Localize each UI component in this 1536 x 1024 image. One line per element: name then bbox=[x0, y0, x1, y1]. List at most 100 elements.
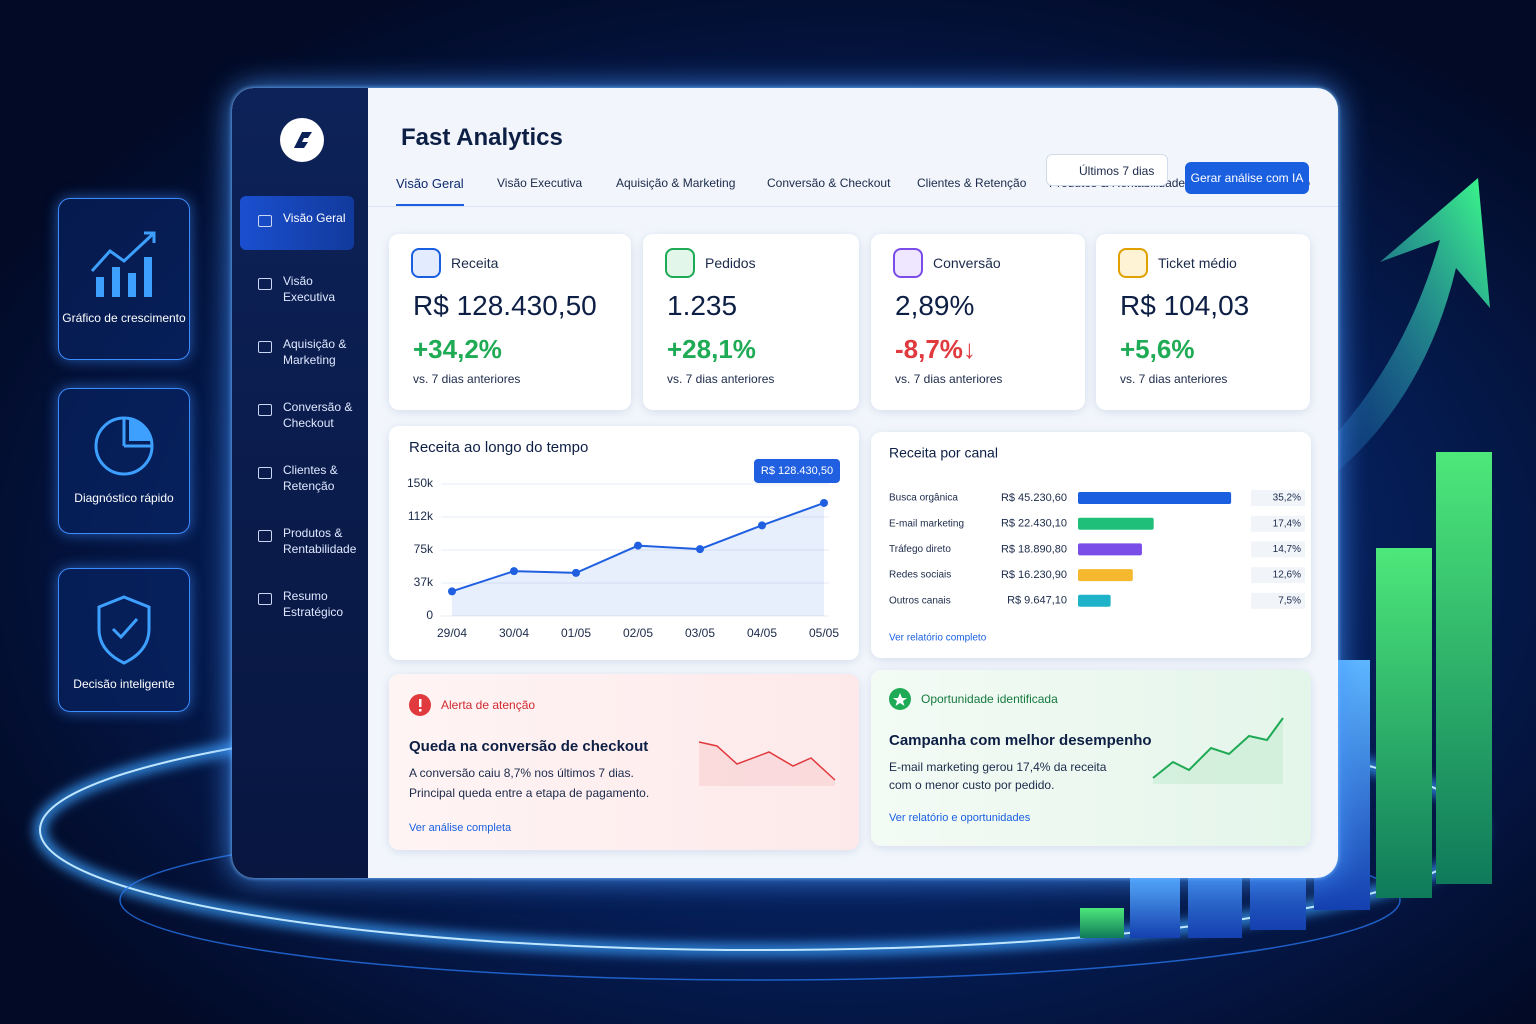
nav-item[interactable]: Visão Geral bbox=[240, 196, 354, 250]
tab[interactable]: Aquisição & Marketing bbox=[616, 176, 736, 190]
x-tick-label: 03/05 bbox=[685, 626, 715, 640]
kpi-label: Receita bbox=[451, 255, 499, 271]
point bbox=[510, 567, 518, 576]
bar bbox=[1078, 543, 1142, 556]
area bbox=[452, 502, 824, 616]
feature-badge: Gráfico de crescimento bbox=[58, 198, 190, 360]
bar-chart: Receita por canal Busca orgânica R$ 45.230… bbox=[889, 445, 1305, 644]
nav-item[interactable]: Conversão & Checkout bbox=[240, 385, 354, 439]
point bbox=[572, 568, 580, 577]
alert-text: Principal queda entre a etapa de pagamen… bbox=[409, 786, 650, 800]
line-chart-card: Receita ao longo do tempo 0 37k 75k 112k 150k… bbox=[389, 426, 859, 660]
tab[interactable]: Visão Executiva bbox=[497, 176, 583, 190]
kpi-card: Receita R$ 128.430,50 +34,2% vs. 7 dias ant… bbox=[389, 234, 631, 410]
kpi-value: R$ 104,03 bbox=[1120, 290, 1250, 321]
opportunity-icon bbox=[889, 688, 911, 710]
feature-badge: Diagnóstico rápido bbox=[58, 388, 190, 534]
nav-item[interactable]: Resumo Estratégico bbox=[240, 574, 354, 628]
growth-arrow bbox=[1300, 178, 1490, 500]
nav-label: Visão Geral bbox=[283, 211, 346, 225]
opportunity-card: Oportunidade identificada Campanha com m… bbox=[871, 670, 1311, 846]
kpi-icon bbox=[665, 248, 695, 278]
y-tick-label: 0 bbox=[426, 608, 433, 622]
logo bbox=[280, 118, 324, 162]
nav-label: Produtos & Rentabilidade bbox=[283, 526, 357, 556]
opportunity-heading: Campanha com melhor desempenho bbox=[889, 732, 1152, 749]
kpi-change: +34,2% bbox=[413, 334, 502, 364]
bar bbox=[1078, 492, 1232, 504]
tab[interactable]: Conversão & Checkout bbox=[767, 176, 891, 190]
growth-icon bbox=[90, 231, 156, 297]
kpi-note: vs. 7 dias anteriores bbox=[413, 372, 521, 386]
kpi-change: +28,1% bbox=[667, 334, 756, 364]
y-tick-label: 75k bbox=[414, 542, 434, 556]
nav-icon bbox=[258, 215, 272, 227]
y-tick-label: 37k bbox=[414, 575, 434, 589]
alert-title: Alerta de atenção bbox=[441, 698, 536, 712]
line-chart: Receita ao longo do tempo 0 37k 75k 112k 150k… bbox=[407, 439, 840, 640]
kpi-icon bbox=[893, 248, 923, 278]
nav-icon bbox=[258, 278, 272, 290]
shield-icon bbox=[97, 595, 151, 665]
x-tick-label: 04/05 bbox=[747, 626, 777, 640]
nav-icon bbox=[258, 404, 272, 416]
point bbox=[696, 545, 704, 554]
amount-label: R$ 16.230,90 bbox=[1001, 569, 1067, 581]
value-label: R$ 128.430,50 bbox=[761, 465, 833, 477]
kpi-icon bbox=[1118, 248, 1148, 278]
kpi-card: Conversão 2,89% -8,7%↓ vs. 7 dias anteriore… bbox=[871, 234, 1085, 410]
ai-button-label: Gerar análise com IA bbox=[1190, 171, 1304, 185]
kpi-label: Ticket médio bbox=[1158, 255, 1237, 271]
tab[interactable]: Clientes & Retenção bbox=[917, 176, 1027, 190]
nav-item[interactable]: Aquisição & Marketing bbox=[240, 322, 354, 376]
kpi-note: vs. 7 dias anteriores bbox=[667, 372, 775, 386]
feature-badge: Decisão inteligente bbox=[58, 568, 190, 712]
nav-item[interactable]: Visão Executiva bbox=[240, 259, 354, 313]
x-tick-label: 05/05 bbox=[809, 626, 839, 640]
kpi-change: +5,6% bbox=[1120, 334, 1195, 364]
category-label: E-mail marketing bbox=[889, 518, 964, 529]
tab[interactable]: Visão Geral bbox=[396, 176, 464, 191]
nav-icon bbox=[258, 467, 272, 479]
app-title: Fast Analytics bbox=[401, 124, 563, 151]
pct-box bbox=[1251, 541, 1305, 558]
kpi-label: Conversão bbox=[933, 255, 1001, 271]
point bbox=[448, 587, 456, 596]
opportunity-link[interactable]: Ver relatório e oportunidades bbox=[889, 812, 1031, 824]
value-label: 35,2% bbox=[1273, 493, 1301, 504]
kpi-change: -8,7%↓ bbox=[895, 334, 976, 364]
alert-sparkline bbox=[698, 741, 836, 786]
bar bbox=[1078, 594, 1111, 607]
nav-label: Conversão & Checkout bbox=[283, 400, 353, 430]
pct-box bbox=[1251, 490, 1305, 506]
category-label: Outros canais bbox=[889, 595, 951, 606]
kpi-value: 1.235 bbox=[667, 290, 738, 321]
value-label: 14,7% bbox=[1273, 544, 1301, 555]
report-link[interactable]: Ver relatório completo bbox=[889, 633, 987, 644]
badge-label: Gráfico de crescimento bbox=[62, 311, 186, 325]
bar-chart-card: Receita por canal Busca orgânica R$ 45.230… bbox=[871, 432, 1311, 658]
bar bbox=[1078, 569, 1133, 582]
kpi-note: vs. 7 dias anteriores bbox=[895, 372, 1003, 386]
badge-label: Decisão inteligente bbox=[73, 677, 175, 691]
amount-label: R$ 18.890,80 bbox=[1001, 543, 1067, 555]
date-filter[interactable]: Últimos 7 dias bbox=[1046, 154, 1168, 186]
ai-button[interactable]: Gerar análise com IA bbox=[1185, 162, 1309, 194]
alert-heading: Queda na conversão de checkout bbox=[409, 738, 649, 755]
nav-item[interactable]: Produtos & Rentabilidade bbox=[240, 511, 357, 565]
kpi-icon bbox=[411, 248, 441, 278]
category-label: Busca orgânica bbox=[889, 493, 958, 504]
nav-label: Visão Executiva bbox=[283, 274, 336, 304]
nav-item[interactable]: Clientes & Retenção bbox=[240, 448, 354, 502]
opportunity-title: Oportunidade identificada bbox=[921, 692, 1058, 706]
bar bbox=[1078, 517, 1154, 530]
alert-text: A conversão caiu 8,7% nos últimos 7 dias… bbox=[409, 766, 634, 780]
chart-title: Receita por canal bbox=[889, 445, 998, 461]
category-label: Tráfego direto bbox=[889, 544, 951, 555]
alert-link[interactable]: Ver análise completa bbox=[409, 822, 512, 834]
pct-box bbox=[1251, 515, 1305, 532]
pct-box bbox=[1251, 567, 1305, 584]
amount-label: R$ 45.230,60 bbox=[1001, 492, 1067, 504]
